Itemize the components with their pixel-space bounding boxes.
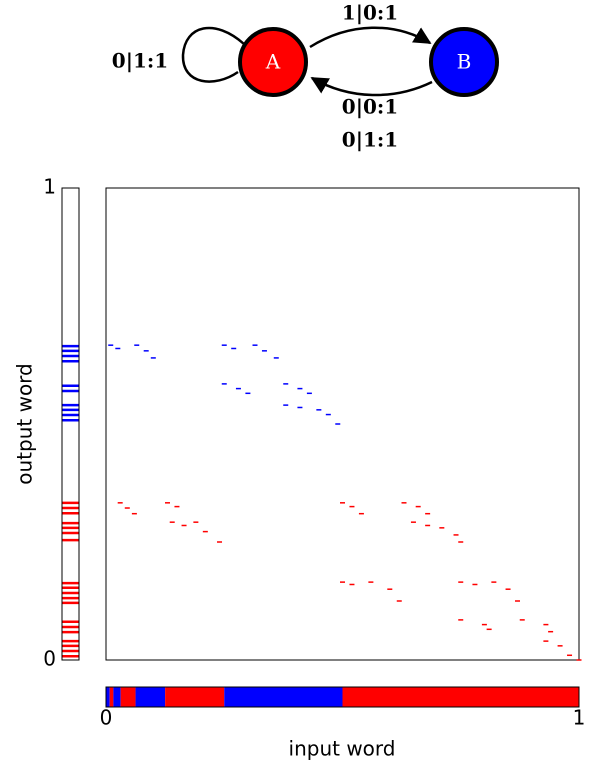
x-tick-label: 0 bbox=[100, 706, 113, 730]
y-axis-label: output word bbox=[13, 363, 37, 484]
node-b bbox=[429, 27, 499, 97]
x-tick-label: 1 bbox=[573, 706, 586, 730]
self-loop bbox=[181, 26, 262, 83]
edge-label: 0|1:1 bbox=[112, 49, 168, 73]
edge-b-a bbox=[310, 76, 433, 97]
y-tick-label: 1 bbox=[43, 175, 56, 199]
node-a bbox=[238, 27, 308, 97]
input-segment bbox=[120, 687, 136, 707]
input-bar-frame bbox=[105, 686, 580, 708]
edge-label: 0|0:1 bbox=[342, 95, 398, 119]
input-segment bbox=[113, 687, 121, 707]
output-bar-frame bbox=[61, 187, 80, 661]
input-segment bbox=[106, 687, 110, 707]
edge-a-b bbox=[309, 26, 432, 49]
input-segment bbox=[342, 687, 579, 707]
input-segment bbox=[135, 687, 166, 707]
node-label: A bbox=[265, 50, 281, 74]
edge-label: 0|1:1 bbox=[342, 128, 398, 152]
input-segment bbox=[224, 687, 343, 707]
x-axis-label: input word bbox=[289, 737, 396, 761]
input-segment bbox=[109, 687, 114, 707]
y-tick-label: 0 bbox=[43, 647, 56, 671]
node-label: B bbox=[457, 50, 472, 74]
input-segment bbox=[165, 687, 225, 707]
plot-frame bbox=[105, 187, 580, 661]
edge-label: 1|0:1 bbox=[342, 1, 398, 25]
